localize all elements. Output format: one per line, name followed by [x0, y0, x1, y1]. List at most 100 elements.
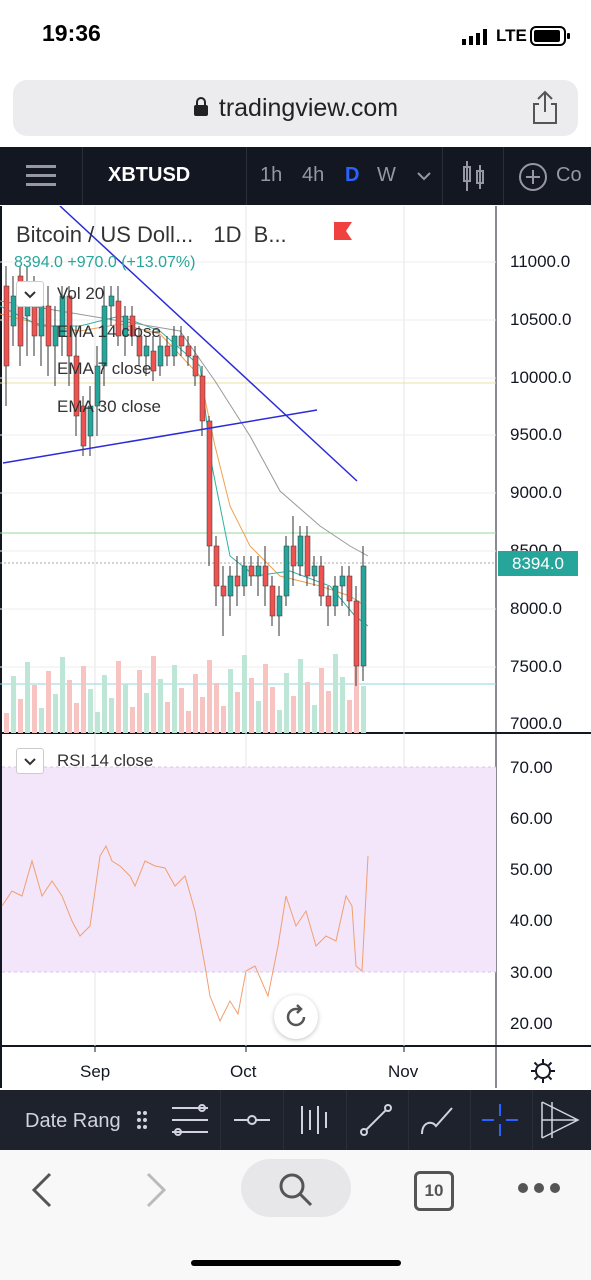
candle — [332, 585, 339, 607]
divider — [408, 1090, 409, 1150]
candle — [185, 345, 192, 357]
volume-bar — [291, 696, 296, 733]
address-bar[interactable]: tradingview.com — [13, 80, 578, 136]
candle — [3, 285, 10, 367]
candle — [94, 365, 101, 407]
candle — [87, 405, 94, 437]
volume-bar — [158, 679, 163, 733]
collapse-rsi-button[interactable] — [16, 748, 44, 774]
interval-1h[interactable]: 1h — [260, 164, 283, 186]
price-tick: 7500.0 — [510, 657, 562, 676]
interval-label: 1D — [213, 222, 242, 247]
candle — [276, 595, 283, 617]
volume-bar — [81, 666, 86, 733]
candle — [234, 575, 241, 587]
search-button[interactable] — [241, 1159, 351, 1217]
home-indicator — [191, 1260, 401, 1266]
volume-bar — [256, 701, 261, 733]
volume-bar — [319, 668, 324, 733]
divider — [246, 147, 247, 205]
candle — [171, 335, 178, 357]
reset-chart-button[interactable] — [274, 995, 318, 1039]
chart-toolbar: XBTUSD 1h 4h D W Co — [0, 147, 591, 205]
volume-bar — [130, 707, 135, 733]
candle — [122, 315, 129, 337]
indicator-ema-30[interactable]: EMA 30 close — [57, 397, 161, 416]
symbol-button[interactable]: XBTUSD — [108, 164, 191, 186]
chart-area[interactable]: Bitcoin / US Doll... 1D B... 8394.0 +970… — [0, 206, 591, 1088]
trend-line-icon[interactable] — [358, 1102, 394, 1138]
candle — [241, 565, 248, 587]
rsi-tick: 50.00 — [510, 860, 553, 879]
interval-4h[interactable]: 4h — [302, 164, 325, 186]
candle — [213, 545, 220, 587]
rsi-tick: 60.00 — [510, 809, 553, 828]
candle — [360, 565, 367, 667]
date-range-button[interactable]: Date Rang — [0, 1090, 128, 1150]
rsi-tick: 30.00 — [510, 963, 553, 982]
collapse-legend-button[interactable] — [16, 281, 44, 307]
clock: 19:36 — [42, 20, 101, 46]
candle — [59, 295, 66, 337]
symbol-title: Bitcoin / US Doll... 1D B... — [16, 222, 287, 248]
volume-bar — [249, 678, 254, 733]
share-icon[interactable] — [530, 88, 560, 126]
ohlc-change: 8394.0 +970.0 (+13.07%) — [14, 254, 196, 271]
volume-bar — [326, 691, 331, 733]
volume-bar — [207, 660, 212, 733]
volume-bar — [263, 664, 268, 733]
rsi-tick: 20.00 — [510, 1014, 553, 1033]
candle — [17, 275, 24, 347]
candle — [45, 305, 52, 347]
interval-d[interactable]: D — [345, 164, 360, 186]
tabs-button[interactable]: 10 — [414, 1171, 454, 1211]
menu-icon[interactable] — [26, 164, 56, 188]
volume-bar — [242, 655, 247, 733]
volume-bar — [25, 662, 30, 733]
chevron-down-icon[interactable] — [417, 171, 431, 181]
volume-bar — [88, 689, 93, 733]
brush-icon[interactable] — [418, 1102, 458, 1138]
crosshair-icon[interactable] — [480, 1102, 520, 1138]
more-icon[interactable] — [518, 1182, 560, 1194]
volume-bar — [95, 712, 100, 733]
indicator-rsi[interactable]: RSI 14 close — [57, 751, 154, 770]
candle — [108, 295, 115, 307]
volume-bar — [11, 676, 16, 733]
candles-icon[interactable] — [461, 161, 487, 191]
candle — [199, 375, 206, 422]
candle — [353, 600, 360, 667]
candle — [52, 325, 59, 347]
signal-icon — [462, 29, 487, 45]
settings-icon[interactable] — [530, 1058, 556, 1084]
price-tick: 9000.0 — [510, 483, 562, 502]
chart-canvas[interactable] — [0, 206, 591, 1088]
back-icon[interactable] — [28, 1172, 56, 1208]
forward-icon[interactable] — [142, 1172, 170, 1208]
volume-bar — [200, 697, 205, 733]
indicator-ema-14[interactable]: EMA 14 close — [57, 322, 161, 341]
last-price-badge: 8394.0 — [498, 551, 578, 576]
drag-handle-icon[interactable] — [136, 1110, 148, 1130]
volume-bar — [214, 683, 219, 733]
candle — [227, 575, 234, 597]
compare-label[interactable]: Co — [556, 164, 582, 186]
flag-icon[interactable] — [334, 222, 354, 242]
volume-bar — [312, 705, 317, 733]
candle — [178, 335, 185, 347]
volume-bar — [354, 663, 359, 733]
long-short-icon[interactable] — [296, 1102, 332, 1138]
interval-w[interactable]: W — [377, 164, 396, 186]
horizontal-line-icon[interactable] — [234, 1108, 270, 1132]
indicator-ema-7[interactable]: EMA 7 close — [57, 359, 152, 378]
candle — [339, 575, 346, 587]
volume-bar — [179, 688, 184, 733]
fib-levels-icon[interactable] — [170, 1102, 210, 1138]
exchange-label: B... — [253, 222, 287, 247]
candle — [10, 295, 17, 327]
pattern-icon[interactable] — [538, 1098, 582, 1142]
price-tick: 8000.0 — [510, 599, 562, 618]
divider — [442, 147, 443, 205]
compare-plus-icon[interactable] — [518, 162, 548, 192]
indicator-vol[interactable]: Vol 20 — [57, 284, 105, 303]
